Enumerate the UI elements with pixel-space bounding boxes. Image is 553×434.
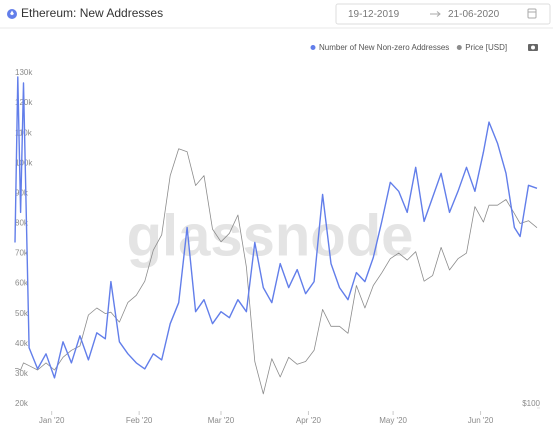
y2-tick-label: $100 [522,399,540,408]
y-tick-label: 70k [15,249,29,258]
series-line [14,76,538,379]
x-tick-label: Jan '20 [39,416,65,425]
legend: Number of New Non-zero Addresses Price [U… [310,43,507,52]
eth-glyph [10,10,14,16]
camera-lens [531,45,535,50]
x-tick-label: Mar '20 [208,416,235,425]
watermark: glassnode [127,203,414,268]
date-arrow [430,11,441,17]
x-tick-label: Feb '20 [126,416,153,425]
date-start[interactable]: 19-12-2019 [348,9,400,20]
legend-marker [456,45,462,50]
y-tick-label: 30k [15,369,29,378]
chart-title: Ethereum: New Addresses [21,6,163,20]
x-tick-label: May '20 [379,416,407,425]
x-tick-label: Apr '20 [296,416,322,425]
series-line [15,148,538,395]
legend-marker [310,45,316,50]
y-tick-label: 130k [15,68,33,77]
date-end[interactable]: 21-06-2020 [448,9,500,20]
x-tick-label: Jun '20 [468,416,494,425]
y-tick-label: 90k [15,188,29,197]
plot-area: 20k30k40k50k60k70k80k90k100k110k120k130k… [14,68,541,425]
calendar-icon[interactable] [527,8,537,19]
y-tick-label: 50k [15,309,29,318]
y-tick-label: 20k [15,399,29,408]
y-tick-label: 80k [15,219,29,228]
legend-label: Price [USD] [465,43,507,52]
y-tick-label: 100k [15,158,33,167]
y-tick-label: 60k [15,279,29,288]
legend-label: Number of New Non-zero Addresses [319,43,449,52]
date-range-box[interactable] [335,3,551,25]
y-tick-label: 40k [15,339,29,348]
